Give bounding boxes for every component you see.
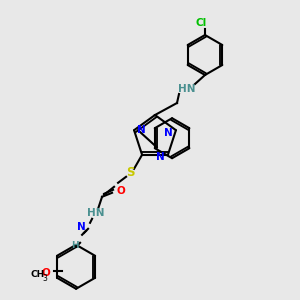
Text: N: N [156,152,165,162]
Text: N: N [164,128,173,138]
Text: Cl: Cl [195,18,207,28]
Text: HN: HN [178,84,196,94]
Text: CH: CH [31,270,45,279]
Text: 3: 3 [42,274,47,283]
Text: HN: HN [87,208,105,218]
Text: O: O [41,268,50,278]
Text: N: N [77,222,86,232]
Text: O: O [116,186,125,196]
Text: N: N [137,125,146,135]
Text: S: S [126,166,134,179]
Text: H: H [71,241,79,250]
